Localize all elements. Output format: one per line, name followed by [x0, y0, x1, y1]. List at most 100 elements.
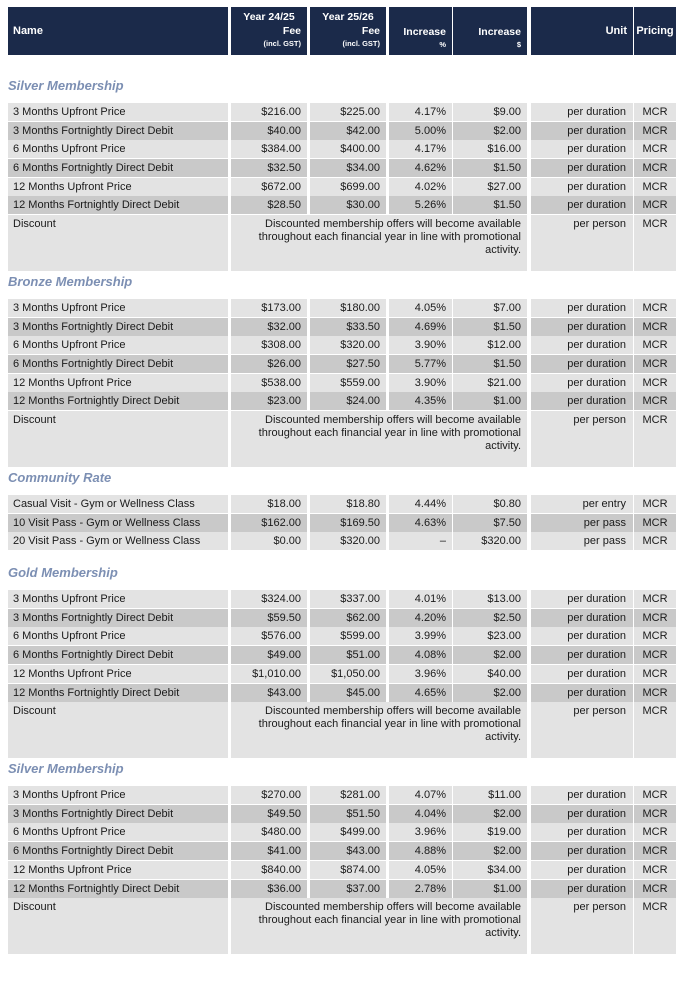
table-row: 12 Months Fortnightly Direct Debit $36.00…: [0, 880, 682, 898]
increase-percent-cell: 4.07%: [389, 786, 452, 804]
table-row: 12 Months Fortnightly Direct Debit $43.00…: [0, 684, 682, 702]
table-row: 3 Months Upfront Price $324.00 $337.00 4.01…: [0, 590, 682, 608]
increase-amount-cell: $16.00: [453, 140, 527, 158]
fee-year1-cell: $162.00: [231, 514, 307, 532]
discount-note-line2: throughout each financial year in line w…: [258, 914, 521, 926]
unit-cell: per duration: [531, 392, 633, 410]
pricing-cell: MCR: [634, 609, 676, 627]
pricing-cell: MCR: [634, 861, 676, 879]
fee-year2-cell: $1,050.00: [310, 665, 386, 683]
unit-cell: per duration: [531, 122, 633, 140]
unit-cell: per duration: [531, 299, 633, 317]
pricing-cell: MCR: [634, 374, 676, 392]
discount-note-line3: activity.: [485, 731, 521, 743]
pricing-cell: MCR: [634, 665, 676, 683]
increase-amount-cell: $2.00: [453, 122, 527, 140]
increase-amount-cell: $27.00: [453, 178, 527, 196]
header-year1-label: Year 24/25: [243, 11, 295, 23]
increase-percent-cell: 4.17%: [389, 140, 452, 158]
fee-year2-cell: $400.00: [310, 140, 386, 158]
increase-amount-cell: $13.00: [453, 590, 527, 608]
section-title: Silver Membership: [8, 761, 124, 776]
increase-amount-cell: $9.00: [453, 103, 527, 121]
fee-year1-cell: $32.00: [231, 318, 307, 336]
discount-note-cell: Discounted membership offers will become…: [231, 898, 527, 954]
unit-cell: per duration: [531, 842, 633, 860]
fee-year2-cell: $281.00: [310, 786, 386, 804]
increase-amount-cell: $1.50: [453, 318, 527, 336]
increase-amount-cell: $2.00: [453, 646, 527, 664]
increase-amount-cell: $2.00: [453, 842, 527, 860]
fee-name-cell: 12 Months Fortnightly Direct Debit: [8, 880, 228, 898]
fee-year2-cell: $51.00: [310, 646, 386, 664]
pricing-cell: MCR: [634, 355, 676, 373]
fee-name-cell: 12 Months Upfront Price: [8, 374, 228, 392]
fee-name-cell: 6 Months Upfront Price: [8, 823, 228, 841]
pricing-cell: MCR: [634, 140, 676, 158]
header-year2-fee: Year 25/26 Fee (incl. GST): [310, 7, 386, 55]
table-row: 12 Months Upfront Price $840.00 $874.00 4.0…: [0, 861, 682, 879]
fee-year1-cell: $26.00: [231, 355, 307, 373]
table-row: 3 Months Fortnightly Direct Debit $49.50 $…: [0, 805, 682, 823]
pricing-cell: MCR: [634, 684, 676, 702]
discount-note-cell: Discounted membership offers will become…: [231, 702, 527, 758]
fee-year2-cell: $699.00: [310, 178, 386, 196]
unit-cell: per duration: [531, 609, 633, 627]
fee-name-cell: 20 Visit Pass - Gym or Wellness Class: [8, 532, 228, 550]
increase-percent-cell: 4.20%: [389, 609, 452, 627]
fee-name-cell: 6 Months Fortnightly Direct Debit: [8, 646, 228, 664]
increase-percent-cell: 4.44%: [389, 495, 452, 513]
header-increase-percent: Increase %: [389, 7, 452, 55]
discount-note-line3: activity.: [485, 440, 521, 452]
increase-percent-cell: 4.17%: [389, 103, 452, 121]
fee-year1-cell: $18.00: [231, 495, 307, 513]
pricing-cell: MCR: [634, 590, 676, 608]
fee-year1-cell: $28.50: [231, 196, 307, 214]
unit-cell: per duration: [531, 684, 633, 702]
header-increase-amount: Increase $: [453, 7, 527, 55]
pricing-cell: MCR: [634, 196, 676, 214]
discount-row: Discount Discounted membership offers wil…: [0, 411, 682, 467]
table-row: 12 Months Fortnightly Direct Debit $28.50…: [0, 196, 682, 214]
fee-year2-cell: $320.00: [310, 532, 386, 550]
pricing-cell: MCR: [634, 178, 676, 196]
increase-amount-cell: $1.50: [453, 196, 527, 214]
header-year2-fee-label: Fee: [361, 25, 380, 37]
discount-unit-cell: per person: [531, 215, 633, 271]
increase-amount-cell: $7.50: [453, 514, 527, 532]
fee-year1-cell: $36.00: [231, 880, 307, 898]
unit-cell: per duration: [531, 159, 633, 177]
header-year1-gst-label: (incl. GST): [263, 39, 302, 48]
increase-amount-cell: $1.00: [453, 392, 527, 410]
fee-year1-cell: $32.50: [231, 159, 307, 177]
fee-year2-cell: $559.00: [310, 374, 386, 392]
pricing-cell: MCR: [634, 103, 676, 121]
table-row: 6 Months Fortnightly Direct Debit $49.00 $…: [0, 646, 682, 664]
pricing-cell: MCR: [634, 805, 676, 823]
pricing-cell: MCR: [634, 646, 676, 664]
fee-name-cell: 3 Months Fortnightly Direct Debit: [8, 318, 228, 336]
fee-name-cell: 12 Months Fortnightly Direct Debit: [8, 196, 228, 214]
fee-year2-cell: $30.00: [310, 196, 386, 214]
table-row: 3 Months Upfront Price $270.00 $281.00 4.07…: [0, 786, 682, 804]
unit-cell: per duration: [531, 627, 633, 645]
unit-cell: per duration: [531, 823, 633, 841]
fee-year1-cell: $0.00: [231, 532, 307, 550]
increase-amount-cell: $0.80: [453, 495, 527, 513]
increase-percent-cell: 3.99%: [389, 627, 452, 645]
increase-percent-cell: 4.63%: [389, 514, 452, 532]
fee-year2-cell: $24.00: [310, 392, 386, 410]
table-row: 6 Months Upfront Price $576.00 $599.00 3.99…: [0, 627, 682, 645]
table-row: 6 Months Fortnightly Direct Debit $41.00 $…: [0, 842, 682, 860]
discount-name-cell: Discount: [8, 411, 228, 467]
increase-percent-cell: 4.05%: [389, 861, 452, 879]
increase-percent-cell: 5.77%: [389, 355, 452, 373]
fee-year2-cell: $37.00: [310, 880, 386, 898]
fee-year2-cell: $43.00: [310, 842, 386, 860]
fee-name-cell: 3 Months Upfront Price: [8, 590, 228, 608]
discount-note-line1: Discounted membership offers will become…: [265, 705, 521, 717]
unit-cell: per duration: [531, 140, 633, 158]
increase-amount-cell: $2.00: [453, 805, 527, 823]
fee-year2-cell: $599.00: [310, 627, 386, 645]
table-row: 12 Months Upfront Price $538.00 $559.00 3.9…: [0, 374, 682, 392]
